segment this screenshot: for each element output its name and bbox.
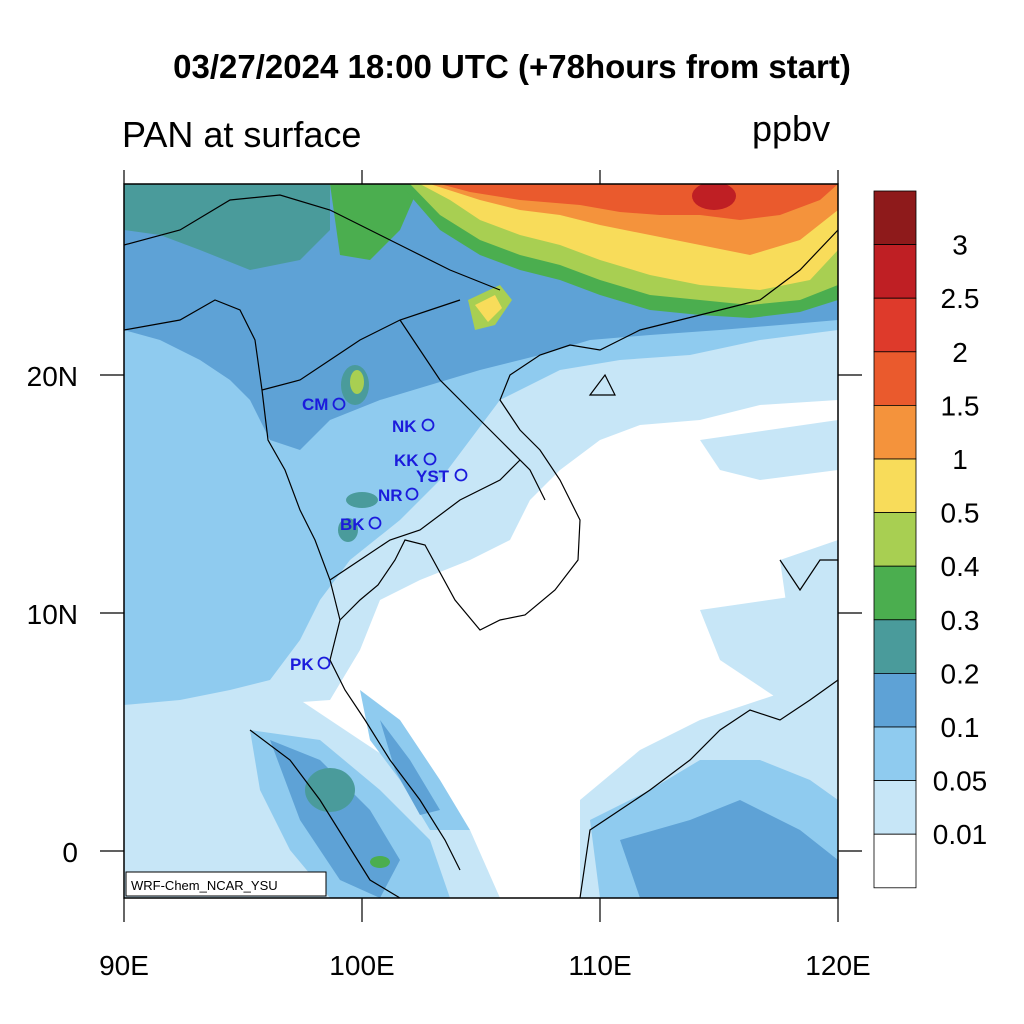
x-tick-label: 120E xyxy=(805,950,870,981)
x-tick-label: 100E xyxy=(329,950,394,981)
colorbar-label: 0.4 xyxy=(941,551,980,582)
site-marker-icon xyxy=(317,656,331,670)
colorbar-swatch xyxy=(873,404,917,460)
site-pk: PK xyxy=(290,655,331,674)
site-marker-icon xyxy=(332,397,346,411)
y-tick-label: 0 xyxy=(62,837,78,868)
plot-frame xyxy=(123,183,839,899)
colorbar-swatch xyxy=(873,190,917,245)
site-label: YST xyxy=(416,467,450,486)
colorbar-swatch xyxy=(873,512,917,567)
colorbar-swatch xyxy=(873,351,917,406)
site-bk: BK xyxy=(340,515,382,534)
colorbar-label: 1 xyxy=(952,444,968,475)
x-tick-label: 110E xyxy=(568,950,631,981)
colorbar-swatch xyxy=(873,833,917,889)
site-marker-icon xyxy=(368,516,382,530)
site-marker-icon xyxy=(405,487,419,501)
site-label: CM xyxy=(302,395,328,414)
credit-label: WRF-Chem_NCAR_YSU xyxy=(131,878,278,893)
colorbar: 3 2.5 2 1.5 1 0.5 0.4 0.3 0.2 0.1 0.05 0.01 xyxy=(873,190,988,889)
units-label: ppbv xyxy=(752,108,831,149)
site-marker-icon xyxy=(423,452,437,466)
pan-field xyxy=(124,184,838,898)
site-markers: CM NK KK YST NR BK PK xyxy=(290,395,468,674)
site-label: BK xyxy=(340,515,365,534)
site-kk: KK xyxy=(394,451,437,470)
variable-label: PAN at surface xyxy=(122,114,362,155)
coastlines xyxy=(124,194,838,898)
colorbar-label: 0.1 xyxy=(941,712,980,743)
colorbar-swatch xyxy=(873,297,917,353)
colorbar-swatch xyxy=(873,726,917,781)
colorbar-label: 3 xyxy=(952,230,968,261)
credit-box: WRF-Chem_NCAR_YSU xyxy=(125,871,327,897)
colorbar-label: 2 xyxy=(952,337,968,368)
x-tick-label: 90E xyxy=(99,950,149,981)
tick-marks xyxy=(100,170,862,922)
y-tick-label: 20N xyxy=(27,361,78,392)
colorbar-swatch xyxy=(873,673,917,728)
site-label: KK xyxy=(394,451,419,470)
site-marker-icon xyxy=(421,418,435,432)
map-title: 03/27/2024 18:00 UTC (+78hours from star… xyxy=(173,48,851,85)
colorbar-swatch xyxy=(873,565,917,621)
site-nk: NK xyxy=(392,417,435,436)
colorbar-swatch xyxy=(873,780,917,835)
site-cm: CM xyxy=(302,395,346,414)
y-tick-label: 10N xyxy=(27,599,78,630)
site-yst: YST xyxy=(416,467,468,486)
colorbar-swatch xyxy=(873,619,917,674)
site-label: NR xyxy=(378,486,403,505)
colorbar-swatch xyxy=(873,244,917,299)
colorbar-label: 0.2 xyxy=(941,658,980,689)
site-label: PK xyxy=(290,655,314,674)
colorbar-label: 0.05 xyxy=(933,766,988,797)
site-label: NK xyxy=(392,417,417,436)
colorbar-label: 0.5 xyxy=(941,498,980,529)
colorbar-label: 0.3 xyxy=(941,605,980,636)
colorbar-swatch xyxy=(873,458,917,513)
colorbar-label: 1.5 xyxy=(941,390,980,421)
site-marker-icon xyxy=(454,468,468,482)
colorbar-label: 2.5 xyxy=(941,283,980,314)
site-nr: NR xyxy=(378,486,419,505)
colorbar-label: 0.01 xyxy=(933,819,988,850)
